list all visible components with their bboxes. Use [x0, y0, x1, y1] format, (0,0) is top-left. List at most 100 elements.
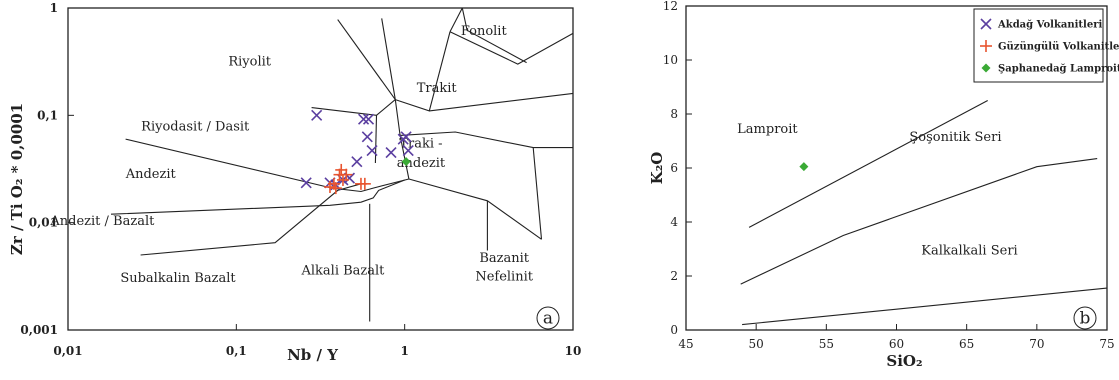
panel-a-point	[366, 144, 378, 157]
panel-a-field-boundary	[449, 7, 463, 33]
panel-a-tag-circle	[536, 306, 560, 330]
panel-a-point	[358, 113, 370, 125]
panel-a-point	[361, 131, 373, 143]
panel-b-legend-label: Şaphanedağ Lamproiti	[998, 64, 1119, 75]
panel-a-field-boundary	[311, 107, 377, 116]
panel-b-legend-marker	[981, 63, 991, 73]
panel-b-y-tick-label: 12	[663, 0, 678, 13]
panel-a-field-boundary	[381, 18, 396, 100]
panel-a-field-label: Trakit	[417, 81, 458, 96]
panel-a-field-label: Riyodasit / Dasit	[141, 120, 250, 135]
panel-b-field-label: Şoşonitik Seri	[909, 130, 1001, 145]
panel-b-point	[799, 162, 809, 172]
panel-b-y-tick-label: 2	[670, 269, 678, 283]
panel-b-x-tick-label: 70	[1029, 337, 1044, 351]
panel-a-x-axis-label: Nb / Y	[287, 346, 338, 364]
panel-a-field-label: Fonolit	[461, 24, 508, 39]
panel-a-x-tick-label: 10	[565, 344, 582, 358]
panel-a-field-label: andezit	[397, 156, 446, 171]
panel-a-tag: a	[543, 309, 553, 329]
panel-b-y-axis-label: K₂O	[648, 152, 666, 185]
panel-b-y-tick-label: 6	[670, 161, 678, 175]
panel-b-legend-marker-stroke-2	[980, 18, 992, 30]
panel-b-x-tick-label: 50	[749, 337, 764, 351]
panel-a-field-boundary	[449, 31, 574, 65]
panel-b-series-boundary	[740, 158, 1098, 285]
panel-b-legend-box	[973, 8, 1104, 83]
panel-a-field-label: Alkali Bazalt	[301, 263, 386, 278]
panel-b-x-tick-label: 75	[1099, 337, 1114, 351]
panel-a-point-stroke-2	[366, 144, 378, 157]
panel-b-x-axis-label: SiO₂	[886, 352, 922, 370]
panel-a-field-label: Andezit / Bazalt	[49, 214, 155, 229]
panel-a-y-tick-label: 0,1	[37, 108, 58, 122]
panel-a-y-tick-label: 0,001	[20, 323, 58, 337]
panel-a-point	[351, 156, 363, 168]
panel-b-x-tick-label: 65	[959, 337, 974, 351]
panel-a-point-stroke-2	[311, 109, 323, 121]
panel-a-point-stroke-2	[361, 131, 373, 143]
panel-b-x-tick-label: 55	[819, 337, 834, 351]
panel-a-x-tick-label: 0,01	[53, 344, 82, 358]
panel-a-field-boundary	[140, 183, 362, 256]
panel-b-field-label: Kalkalkali Seri	[921, 243, 1017, 258]
panel-b-tag: b	[1080, 309, 1091, 329]
panel-b-series-boundary	[748, 100, 988, 228]
panel-a-point-stroke-2	[362, 113, 375, 125]
panel-a-x-tick-label: 0,1	[226, 344, 247, 358]
panel-a-field-label: Subalkalin Bazalt	[120, 271, 236, 286]
panel-a-field-boundary	[429, 92, 574, 112]
panel-a-point	[385, 146, 397, 159]
panel-a-x-tick-label: 1	[400, 344, 408, 358]
panel-a-point	[402, 144, 414, 157]
panel-a-field-label: Andezit	[125, 167, 177, 182]
panel-a-field-boundary	[125, 138, 410, 193]
panel-a-frame	[67, 7, 574, 331]
panel-b-legend-label: Güzüngülü Volkanitleri	[998, 42, 1119, 53]
panel-b-legend-marker	[980, 18, 992, 30]
panel-b-field-label: Lamproit	[737, 122, 798, 137]
panel-b-y-tick-label: 0	[670, 323, 678, 337]
panel-b-y-tick-label: 10	[663, 53, 678, 67]
panel-a-field-boundary	[110, 179, 405, 215]
panel-a-point	[300, 177, 312, 189]
panel-a-point	[362, 113, 375, 125]
panel-b-legend-label: Akdağ Volkanitleri	[997, 20, 1102, 31]
panel-a-point	[329, 182, 342, 195]
panel-a-field-boundary	[532, 147, 543, 240]
panel-a-point-stroke-2	[385, 146, 397, 159]
panel-b-series-boundary	[742, 287, 1108, 326]
panel-a-point-stroke-2	[351, 156, 363, 168]
panel-b-x-tick-label: 45	[678, 337, 693, 351]
panel-b-point-shape	[799, 162, 809, 172]
panel-a-field-label: Traki -	[399, 137, 442, 152]
panel-a-field-label: Bazanit	[479, 251, 529, 266]
panel-a-field-label: Riyolit	[228, 55, 271, 70]
panel-a-point	[358, 177, 371, 190]
panel-a-point	[336, 173, 349, 186]
panel-a-field-boundary	[408, 178, 542, 240]
panel-a-chart: 0,01 0,1 1 10 0,001 0,01 0,1 1 Riyolit Riyodasit …	[8, 1, 581, 364]
panel-a-point	[311, 109, 323, 121]
panel-a-point-stroke-2	[358, 113, 370, 125]
panel-a-point	[401, 157, 411, 167]
panel-b-x-tick-label: 60	[889, 337, 904, 351]
panel-a-point-shape	[401, 157, 411, 167]
panel-a-point-stroke-2	[402, 144, 414, 157]
panel-b-y-tick-label: 4	[670, 215, 678, 229]
panel-a-field-label: Nefelinit	[475, 269, 533, 284]
panel-b-legend-marker	[980, 40, 992, 52]
panel-a-field-boundary	[337, 19, 396, 100]
panel-b-y-tick-label: 8	[670, 107, 678, 121]
panel-a-point-stroke-2	[300, 177, 312, 189]
panel-a-point-stroke-2	[343, 172, 356, 184]
panel-a-field-boundary	[395, 31, 451, 112]
panel-a-point	[400, 131, 412, 143]
panel-a-y-axis-label: Zr / Ti O₂ * 0,0001	[8, 103, 26, 255]
panel-b-tag-circle	[1073, 306, 1097, 330]
panel-a-y-tick-label: 1	[50, 1, 58, 15]
panel-a-point-stroke-2	[400, 131, 412, 143]
panel-b-legend-marker-shape	[981, 63, 991, 73]
panel-a-y-tick-label: 0,01	[29, 216, 58, 230]
